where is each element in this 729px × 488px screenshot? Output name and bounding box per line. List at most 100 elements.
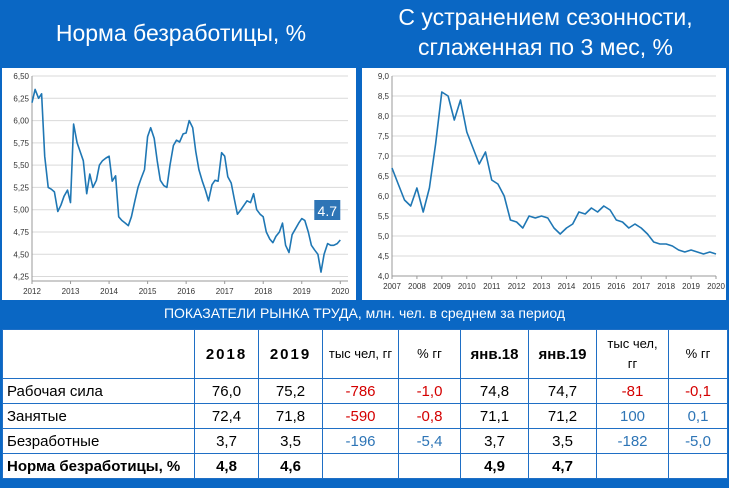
x-tick-label: 2015 <box>139 287 157 296</box>
row-label: Занятые <box>2 403 195 429</box>
y-tick-label: 4,5 <box>378 252 390 261</box>
row-label: Рабочая сила <box>2 378 195 404</box>
x-tick-label: 2008 <box>408 282 426 291</box>
y-tick-label: 5,25 <box>13 183 29 192</box>
unemployment-rate-chart: 6,50 6,25 6,00 5,75 5,50 5,25 5,00 4,75 4,50 4,25… <box>13 72 349 296</box>
x-tick-label: 2014 <box>100 287 118 296</box>
cell-jan-change-abs <box>596 453 669 479</box>
header-cell-jan-change-pct: % гг <box>668 329 728 379</box>
x-tick-label: 2019 <box>293 287 311 296</box>
header-cell-change-abs: тыс чел, гг <box>322 329 399 379</box>
header-cell-empty <box>2 329 195 379</box>
y-tick-label: 7,5 <box>378 132 390 141</box>
cell-2019: 75,2 <box>258 378 323 404</box>
header-cell-2018: 2018 <box>194 329 259 379</box>
y-tick-label: 5,75 <box>13 139 29 148</box>
x-tick-label: 2017 <box>216 287 234 296</box>
series-line <box>391 91 717 255</box>
cell-2018: 3,7 <box>194 428 259 454</box>
y-tick-label: 5,0 <box>378 232 390 241</box>
cell-jan-change-abs: 100 <box>596 403 669 429</box>
cell-jan19: 71,2 <box>528 403 597 429</box>
cell-jan-change-pct: -5,0 <box>668 428 728 454</box>
left-chart-title: Норма безработицы, % <box>55 20 307 46</box>
y-tick-label: 6,5 <box>378 172 390 181</box>
x-tick-label: 2007 <box>383 282 401 291</box>
x-tick-label: 2012 <box>508 282 526 291</box>
header-cell-jan-change-abs: тыс чел, гг <box>596 329 669 379</box>
table-caption: ПОКАЗАТЕЛИ РЫНКА ТРУДА, млн. чел. в сред… <box>163 305 566 321</box>
header-cell-2019: 2019 <box>258 329 323 379</box>
cell-change-abs: -590 <box>322 403 399 429</box>
x-tick-label: 2013 <box>62 287 80 296</box>
cell-change-pct <box>398 453 461 479</box>
right-title-line1: С устранением сезонности, <box>398 4 693 30</box>
y-tick-label: 6,0 <box>378 192 390 201</box>
table-row: Норма безработицы, % 4,8 4,6 4,9 4,7 <box>2 453 728 479</box>
cell-jan18: 3,7 <box>460 428 529 454</box>
y-tick-label: 9,0 <box>378 72 390 81</box>
cell-2018: 4,8 <box>194 453 259 479</box>
header-cell-change-pct: % гг <box>398 329 461 379</box>
y-tick-label: 5,5 <box>378 212 390 221</box>
cell-jan-change-abs: -81 <box>596 378 669 404</box>
right-chart-title: С устранением сезонности, сглаженная по … <box>362 2 729 62</box>
cell-change-abs: -196 <box>322 428 399 454</box>
cell-jan18: 74,8 <box>460 378 529 404</box>
series-line <box>31 88 341 273</box>
x-tick-label: 2020 <box>331 287 349 296</box>
cell-2019: 71,8 <box>258 403 323 429</box>
table-row: Безработные 3,7 3,5 -196 -5,4 3,7 3,5 -1… <box>2 428 728 454</box>
x-tick-label: 2017 <box>632 282 650 291</box>
cell-change-abs <box>322 453 399 479</box>
y-tick-label: 6,25 <box>13 94 29 103</box>
row-label: Норма безработицы, % <box>2 453 195 479</box>
table-row: Рабочая сила 76,0 75,2 -786 -1,0 74,8 74… <box>2 378 728 404</box>
x-tick-label: 2019 <box>682 282 700 291</box>
cell-jan19: 3,5 <box>528 428 597 454</box>
y-tick-label: 5,00 <box>13 206 29 215</box>
x-tick-label: 2014 <box>558 282 576 291</box>
cell-change-pct: -1,0 <box>398 378 461 404</box>
x-tick-label: 2010 <box>458 282 476 291</box>
cell-jan18: 71,1 <box>460 403 529 429</box>
y-tick-label: 6,00 <box>13 117 29 126</box>
y-tick-label: 4,75 <box>13 228 29 237</box>
cell-jan19: 74,7 <box>528 378 597 404</box>
annotation-box <box>314 200 341 220</box>
cell-2018: 76,0 <box>194 378 259 404</box>
x-tick-label: 2012 <box>23 287 41 296</box>
y-tick-label: 7,0 <box>378 152 390 161</box>
cell-change-pct: -0,8 <box>398 403 461 429</box>
cell-change-pct: -5,4 <box>398 428 461 454</box>
table-row: Занятые 72,4 71,8 -590 -0,8 71,1 71,2 10… <box>2 403 728 429</box>
x-tick-label: 2020 <box>707 282 725 291</box>
cell-2019: 3,5 <box>258 428 323 454</box>
y-tick-label: 4,25 <box>13 273 29 282</box>
right-title-line2: сглаженная по 3 мес, % <box>418 34 673 60</box>
cell-2019: 4,6 <box>258 453 323 479</box>
left-chart-panel: 6,50 6,25 6,00 5,75 5,50 5,25 5,00 4,75 4,50 4,25… <box>2 68 356 300</box>
right-chart-panel: 9,0 8,5 8,0 7,5 7,0 6,5 6,0 5,5 5,0 4,5 4,0 2007 200… <box>362 68 726 300</box>
x-tick-label: 2011 <box>483 282 501 291</box>
y-tick-label: 4,50 <box>13 250 29 259</box>
cell-change-abs: -786 <box>322 378 399 404</box>
x-tick-label: 2016 <box>177 287 195 296</box>
header-cell-jan19: янв.19 <box>528 329 597 379</box>
table-header-row: 2018 2019 тыс чел, гг % гг янв.18 янв.19… <box>2 329 728 379</box>
labor-market-table: 2018 2019 тыс чел, гг % гг янв.18 янв.19… <box>2 329 728 479</box>
row-label: Безработные <box>2 428 195 454</box>
header-cell-jan18: янв.18 <box>460 329 529 379</box>
cell-jan-change-pct: 0,1 <box>668 403 728 429</box>
x-tick-label: 2013 <box>533 282 551 291</box>
x-tick-label: 2016 <box>607 282 625 291</box>
y-tick-label: 8,5 <box>378 92 390 101</box>
x-tick-label: 2018 <box>657 282 675 291</box>
y-tick-label: 5,50 <box>13 161 29 170</box>
x-tick-label: 2018 <box>254 287 272 296</box>
cell-2018: 72,4 <box>194 403 259 429</box>
y-tick-label: 8,0 <box>378 112 390 121</box>
cell-jan-change-abs: -182 <box>596 428 669 454</box>
y-tick-label: 6,50 <box>13 72 29 81</box>
